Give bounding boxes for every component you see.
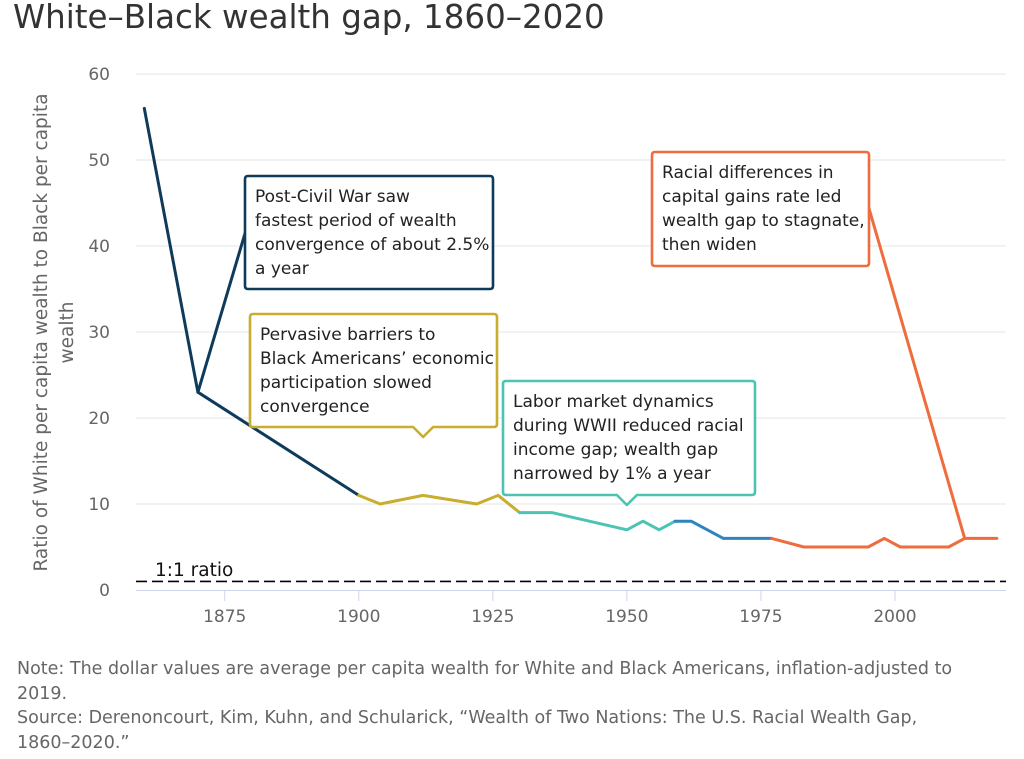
annotation-text: then widen <box>662 235 757 255</box>
annotation-connector <box>866 203 967 540</box>
y-tick-label: 10 <box>88 495 110 515</box>
note-line: Note: The dollar values are average per … <box>17 659 953 679</box>
x-tick-label: 1950 <box>605 607 648 627</box>
y-tick-label: 30 <box>88 323 110 343</box>
annotation-box <box>243 174 495 291</box>
annotation-text: a year <box>255 259 309 279</box>
annotation-box <box>650 150 871 268</box>
annotation-text: Labor market dynamics <box>513 392 714 412</box>
x-tick-label: 1925 <box>471 607 514 627</box>
x-tick-label: 1975 <box>739 607 782 627</box>
source-line: 1860–2020.” <box>17 733 130 754</box>
annotation-text: fastest period of wealth <box>255 211 457 231</box>
annotation-text: narrowed by 1% a year <box>513 464 711 484</box>
series-line-segment-2 <box>357 493 522 515</box>
annotation-text: wealth gap to stagnate, <box>662 211 865 231</box>
axes: 0 10 20 30 40 50 60 1875 1900 1925 1950 1975 2000 Rat… <box>31 65 1006 627</box>
note-line: 2019. <box>17 683 68 704</box>
reference-line-group: 1:1 ratio <box>136 560 1006 583</box>
annotation-box <box>248 312 499 439</box>
annotation-text: income gap; wealth gap <box>513 440 718 460</box>
annotation-text: capital gains rate led <box>662 187 841 207</box>
chart-footer: Note: The dollar values are average per … <box>17 657 1024 756</box>
y-tick-label: 20 <box>88 409 110 429</box>
y-tick-label: 40 <box>88 237 110 257</box>
annotation-text: convergence of about 2.5% <box>255 235 489 255</box>
annotation-text: Black Americans’ economic <box>260 349 494 369</box>
annotation-connector <box>196 228 248 394</box>
reference-line-label: 1:1 ratio <box>155 560 233 581</box>
annotation-box <box>501 379 757 507</box>
annotation-text: convergence <box>260 397 370 417</box>
annotation-text: during WWII reduced racial <box>513 416 744 436</box>
y-axis-title: wealth <box>57 302 78 364</box>
series-line-segment-5 <box>770 536 999 549</box>
series-line-segment-4 <box>673 519 774 540</box>
chart-title: White–Black wealth gap, 1860–2020 <box>13 0 605 36</box>
source-line: Source: Derenoncourt, Kim, Kuhn, and Sch… <box>17 708 918 729</box>
annotation-text: Pervasive barriers to <box>260 325 435 345</box>
series-line-segment-3 <box>518 511 677 532</box>
y-tick-label: 0 <box>99 581 110 601</box>
annotations-group: Post-Civil War saw fastest period of weal… <box>196 150 967 540</box>
series-line-segment-1 <box>142 106 361 497</box>
y-tick-label: 60 <box>88 65 110 85</box>
y-tick-label: 50 <box>88 151 110 171</box>
annotation-text: participation slowed <box>260 373 432 393</box>
x-tick-label: 2000 <box>873 607 916 627</box>
annotation-text: Racial differences in <box>662 163 834 183</box>
y-axis-title: Ratio of White per capita wealth to Blac… <box>31 93 52 571</box>
x-tick-label: 1900 <box>337 607 380 627</box>
annotation-text: Post-Civil War saw <box>255 187 410 207</box>
x-tick-label: 1875 <box>203 607 246 627</box>
